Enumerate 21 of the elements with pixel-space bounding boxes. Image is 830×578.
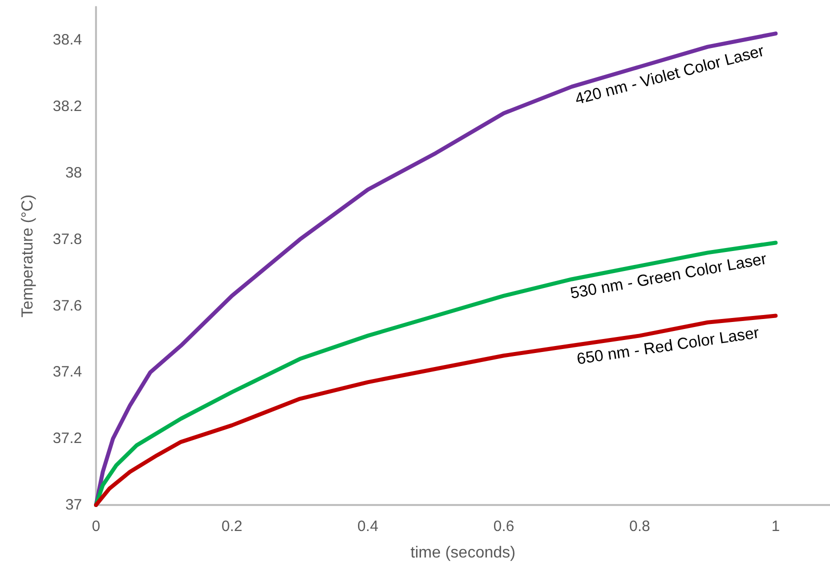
x-tick-label: 0.6	[493, 518, 514, 535]
y-tick-label: 37.8	[52, 230, 82, 248]
y-tick-label: 37.2	[52, 430, 82, 448]
y-tick-label: 37.6	[52, 297, 82, 314]
y-axis-title: Temperature (°C)	[20, 194, 36, 318]
x-tick-label: 1	[771, 518, 780, 535]
y-tick-label: 37.4	[52, 364, 82, 381]
y-tick-label: 38	[65, 164, 82, 182]
y-tick-label: 37	[65, 496, 82, 514]
y-tick-label: 38.2	[52, 98, 82, 116]
x-tick-label: 0.2	[221, 518, 242, 535]
x-axis-title: time (seconds)	[410, 544, 516, 562]
x-tick-label: 0.8	[629, 518, 650, 535]
line-series	[94, 32, 778, 507]
x-tick-label: 0.4	[357, 518, 378, 535]
text: 650 nm - Red Color Laser	[576, 324, 761, 368]
x-tick-label: 0	[92, 518, 100, 535]
text: 420 nm - Violet Color Laser	[573, 42, 767, 108]
text: 530 nm - Green Color Laser	[569, 250, 769, 303]
line-series	[94, 314, 778, 507]
y-tick-label: 38.4	[52, 32, 82, 49]
